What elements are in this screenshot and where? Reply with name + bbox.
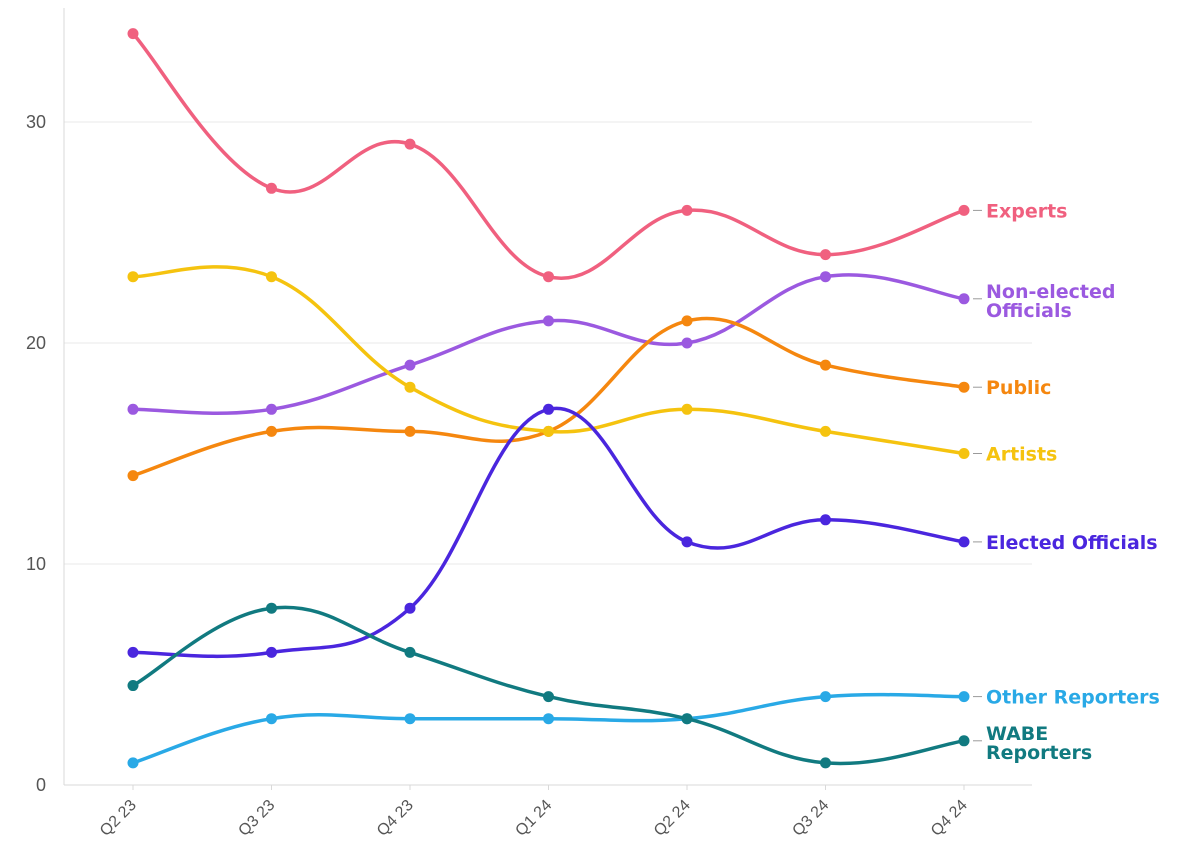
series-label-other-reporters: Other Reporters (986, 687, 1160, 709)
data-point-artists (127, 271, 139, 283)
data-point-experts (958, 204, 970, 216)
data-point-public (958, 381, 970, 393)
series-label-public: Public (986, 377, 1051, 399)
series-line-other-reporters (131, 692, 966, 765)
data-point-non-elected-officials (820, 271, 831, 283)
data-point-non-elected-officials (543, 315, 554, 327)
data-point-artists (543, 425, 554, 437)
data-point-other-reporters (266, 713, 277, 725)
data-point-wabe-reporters (127, 680, 139, 692)
data-point-artists (958, 448, 970, 459)
y-tick-label: 10 (26, 554, 46, 574)
data-point-non-elected-officials (266, 403, 277, 415)
y-tick-label: 30 (26, 112, 46, 132)
data-point-public (820, 359, 831, 371)
data-point-elected-officials (543, 403, 554, 415)
data-point-other-reporters (543, 713, 554, 725)
axes: 0 10 20 30 Q2 23 Q3 23 Q4 23 Q1 24 Q2 24 Q3 24 Q4 … (26, 8, 1032, 840)
data-point-other-reporters (127, 757, 139, 769)
data-point-elected-officials (820, 514, 831, 526)
data-point-experts (543, 271, 554, 283)
x-tick-label: Q1 24 (512, 797, 555, 840)
data-point-artists (404, 381, 416, 393)
data-point-experts (820, 249, 831, 261)
data-point-public (681, 315, 693, 327)
series-line-experts (131, 31, 966, 280)
data-point-artists (820, 425, 831, 437)
data-point-experts (266, 182, 277, 194)
data-point-artists (681, 403, 693, 415)
series-label-artists: Artists (986, 444, 1057, 466)
series-other-reporters (127, 691, 970, 769)
x-tick-label: Q3 23 (235, 797, 278, 840)
data-point-wabe-reporters (543, 691, 554, 703)
data-point-other-reporters (958, 691, 970, 703)
series-artists (127, 265, 970, 459)
y-tick-label: 0 (36, 775, 46, 795)
series-label-wabe-reporters: WABE Reporters (986, 723, 1092, 764)
data-point-elected-officials (127, 646, 139, 658)
data-point-non-elected-officials (681, 337, 693, 349)
series-public (127, 315, 970, 482)
data-point-wabe-reporters (266, 602, 277, 614)
data-point-experts (681, 204, 693, 216)
data-point-wabe-reporters (404, 646, 416, 658)
series-layer (127, 28, 970, 769)
data-point-elected-officials (404, 602, 416, 614)
data-point-wabe-reporters (681, 713, 693, 725)
series-elected-officials (127, 403, 970, 659)
x-tick-label: Q2 24 (651, 797, 694, 840)
data-point-elected-officials (958, 536, 970, 548)
x-tick-label: Q4 24 (928, 797, 971, 840)
x-tick-label: Q3 24 (789, 797, 832, 840)
series-non-elected-officials (127, 271, 970, 415)
series-line-artists (131, 265, 966, 456)
series-labels: Experts Non-elected Officials Public Artists… (973, 200, 1160, 764)
data-point-experts (404, 138, 416, 150)
data-point-public (266, 425, 277, 437)
series-line-non-elected-officials (131, 273, 966, 415)
data-point-non-elected-officials (404, 359, 416, 371)
x-tick-label: Q4 23 (374, 797, 417, 840)
series-wabe-reporters (127, 602, 970, 769)
data-point-wabe-reporters (820, 757, 831, 769)
series-line-public (131, 316, 966, 478)
y-tick-label: 20 (26, 333, 46, 353)
series-line-wabe-reporters (131, 605, 966, 766)
series-label-elected-officials: Elected Officials (986, 532, 1158, 554)
data-point-experts (127, 28, 139, 40)
series-experts (127, 28, 970, 283)
x-tick-label: Q2 23 (97, 797, 140, 840)
gridlines (64, 121, 1032, 565)
data-point-public (404, 425, 416, 437)
series-label-non-elected-officials: Non-elected Officials (986, 281, 1115, 322)
data-point-wabe-reporters (958, 735, 970, 747)
data-point-elected-officials (681, 536, 693, 548)
series-label-experts: Experts (986, 200, 1067, 222)
data-point-artists (266, 271, 277, 283)
data-point-public (127, 470, 139, 482)
data-point-elected-officials (266, 646, 277, 658)
data-point-other-reporters (820, 691, 831, 703)
data-point-non-elected-officials (127, 403, 139, 415)
series-line-elected-officials (131, 406, 966, 659)
data-point-non-elected-officials (958, 293, 970, 305)
data-point-other-reporters (404, 713, 416, 725)
